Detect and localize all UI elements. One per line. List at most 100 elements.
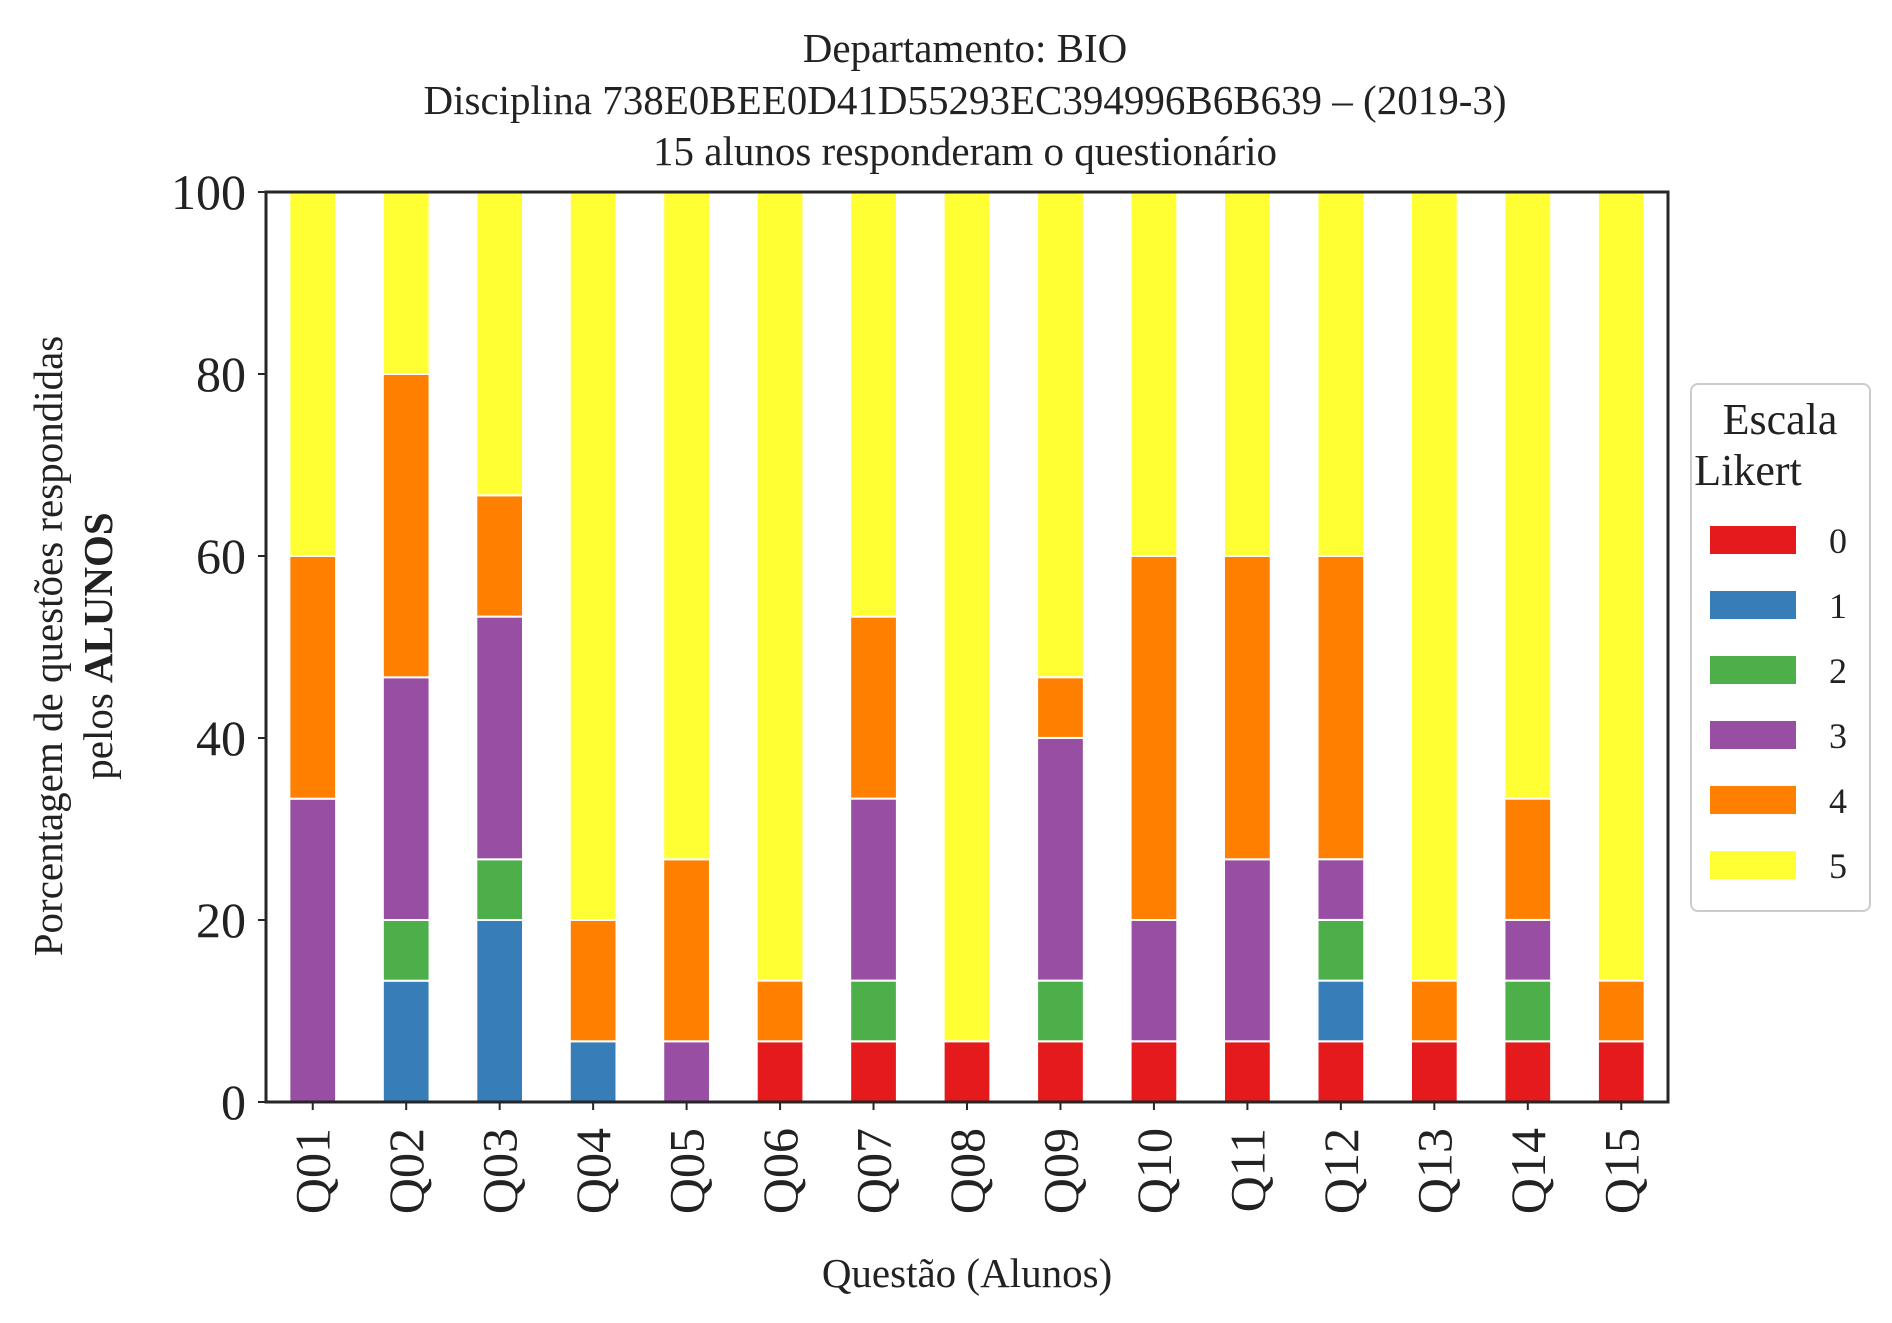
bar-segment-q02-likert-4 — [381, 373, 431, 679]
x-tick-label: Q06 — [752, 1128, 808, 1214]
x-tick-label: Q14 — [1500, 1128, 1556, 1214]
bar-segment-q12-likert-2 — [1316, 918, 1366, 982]
bar-segment-q03-likert-2 — [475, 858, 525, 921]
bar-segment-q05-likert-3 — [662, 1040, 711, 1104]
bar-segment-q07-likert-0 — [849, 1040, 898, 1104]
bar-segment-q07-likert-4 — [849, 615, 898, 800]
bar-segment-q07-likert-3 — [849, 797, 898, 982]
bar-segment-q06-likert-0 — [755, 1040, 805, 1104]
bar-segment-q09-likert-3 — [1036, 736, 1085, 982]
bar-segment-q14-likert-5 — [1503, 190, 1553, 800]
y-tick-label: 40 — [196, 710, 246, 766]
bar-segment-q08-likert-5 — [942, 191, 992, 1043]
y-tick-label: 80 — [196, 346, 246, 402]
legend-swatch-1 — [1710, 591, 1796, 619]
bar-segment-q11-likert-5 — [1223, 191, 1272, 557]
legend-label-1: 1 — [1829, 586, 1847, 626]
x-tick-label: Q10 — [1126, 1128, 1182, 1214]
bar-segment-q07-likert-2 — [849, 979, 898, 1043]
y-tick-label: 20 — [196, 892, 246, 948]
y-axis-label: Porcentagem de questões respondidas pelo… — [25, 336, 121, 957]
bar-segment-q03-likert-4 — [475, 494, 525, 618]
bar-segment-q12-likert-3 — [1316, 858, 1366, 921]
bar-segment-q07-likert-5 — [849, 190, 898, 618]
x-tick-label: Q01 — [285, 1128, 341, 1214]
legend-title-line-2: Likert — [1694, 446, 1802, 495]
bar-segment-q09-likert-0 — [1036, 1040, 1085, 1104]
legend-label-5: 5 — [1829, 846, 1847, 886]
title-line-2: Disciplina 738E0BEE0D41D55293EC394996B6B… — [423, 77, 1506, 123]
x-tick-label: Q03 — [472, 1128, 528, 1214]
y-axis-label-line-1: Porcentagem de questões respondidas — [25, 336, 71, 957]
bar-segment-q13-likert-0 — [1409, 1040, 1459, 1104]
chart-title: Departamento: BIO Disciplina 738E0BEE0D4… — [423, 25, 1506, 174]
x-axis-ticks: Q01 Q02 Q03 Q04 Q05 Q06 Q07 Q08 Q09 Q10 Q11 Q12 Q13 Q… — [285, 1102, 1649, 1214]
bar-segment-q05-likert-5 — [662, 191, 711, 861]
legend-label-3: 3 — [1829, 716, 1847, 756]
x-tick-label: Q11 — [1219, 1128, 1275, 1212]
bar-segment-q15-likert-0 — [1596, 1040, 1646, 1104]
bar-segment-q14-likert-4 — [1503, 797, 1553, 921]
bar-segment-q15-likert-4 — [1596, 979, 1646, 1043]
bar-segment-q03-likert-3 — [475, 615, 525, 861]
title-line-1: Departamento: BIO — [803, 25, 1127, 71]
bar-segment-q10-likert-4 — [1129, 555, 1179, 921]
bar-segment-q01-likert-5 — [288, 191, 338, 557]
y-tick-label: 60 — [196, 528, 246, 584]
legend-label-2: 2 — [1829, 651, 1847, 691]
bar-segment-q05-likert-4 — [662, 858, 711, 1043]
bars-layer — [288, 190, 1646, 1104]
bar-segment-q04-likert-1 — [568, 1040, 618, 1104]
bar-segment-q14-likert-3 — [1503, 918, 1553, 982]
bar-segment-q09-likert-2 — [1036, 979, 1085, 1043]
bar-segment-q04-likert-4 — [568, 919, 618, 1043]
bar-segment-q11-likert-3 — [1223, 858, 1272, 1043]
bar-segment-q06-likert-5 — [755, 190, 805, 982]
legend-swatch-2 — [1710, 656, 1796, 684]
bar-segment-q14-likert-2 — [1503, 979, 1553, 1043]
x-tick-label: Q02 — [378, 1128, 434, 1214]
legend: Escala Likert 0 1 2 3 4 5 — [1690, 383, 1871, 912]
legend-items: 0 1 2 3 4 5 — [1710, 521, 1847, 886]
plot-frame — [264, 190, 1670, 1104]
bar-segment-q13-likert-4 — [1409, 979, 1459, 1043]
bar-segment-q11-likert-0 — [1223, 1040, 1272, 1104]
x-tick-label: Q04 — [565, 1128, 621, 1214]
y-tick-label: 100 — [171, 164, 246, 220]
legend-title-line-1: Escala — [1723, 395, 1838, 444]
bar-segment-q02-likert-3 — [381, 676, 431, 921]
legend-label-4: 4 — [1829, 781, 1847, 821]
x-tick-label: Q08 — [939, 1128, 995, 1214]
y-axis-ticks: 0 20 40 60 80 100 — [171, 164, 266, 1130]
x-tick-label: Q13 — [1406, 1128, 1462, 1214]
bar-segment-q12-likert-4 — [1316, 554, 1366, 861]
bar-segment-q08-likert-0 — [942, 1040, 992, 1104]
legend-frame — [1690, 383, 1871, 912]
x-tick-label: Q07 — [846, 1128, 902, 1214]
bar-segment-q10-likert-0 — [1129, 1040, 1179, 1104]
bar-segment-q02-likert-5 — [381, 191, 431, 375]
y-tick-label: 0 — [221, 1074, 246, 1130]
bar-segment-q13-likert-5 — [1409, 190, 1459, 982]
bar-segment-q10-likert-3 — [1129, 919, 1179, 1043]
y-axis-label-pelos: pelos — [75, 693, 121, 780]
x-tick-label: Q15 — [1593, 1128, 1649, 1214]
bar-segment-q12-likert-1 — [1316, 979, 1366, 1043]
bar-segment-q12-likert-5 — [1316, 190, 1366, 557]
bar-segment-q02-likert-2 — [381, 919, 431, 982]
y-axis-label-alunos: ALUNOS — [75, 512, 121, 683]
bar-segment-q01-likert-4 — [288, 555, 338, 800]
bar-segment-q12-likert-0 — [1316, 1040, 1366, 1104]
legend-swatch-0 — [1710, 526, 1796, 554]
legend-swatch-3 — [1710, 721, 1796, 749]
bar-segment-q03-likert-1 — [475, 919, 525, 1103]
bar-segment-q09-likert-4 — [1036, 676, 1085, 739]
bar-segment-q15-likert-5 — [1596, 190, 1646, 982]
y-axis-label-line-2: pelos ALUNOS — [75, 512, 121, 779]
bar-segment-q04-likert-5 — [568, 191, 618, 921]
bar-segment-q01-likert-3 — [288, 797, 338, 1103]
bar-segment-q10-likert-5 — [1129, 191, 1179, 557]
bar-segment-q11-likert-4 — [1223, 555, 1272, 861]
legend-swatch-4 — [1710, 786, 1796, 814]
